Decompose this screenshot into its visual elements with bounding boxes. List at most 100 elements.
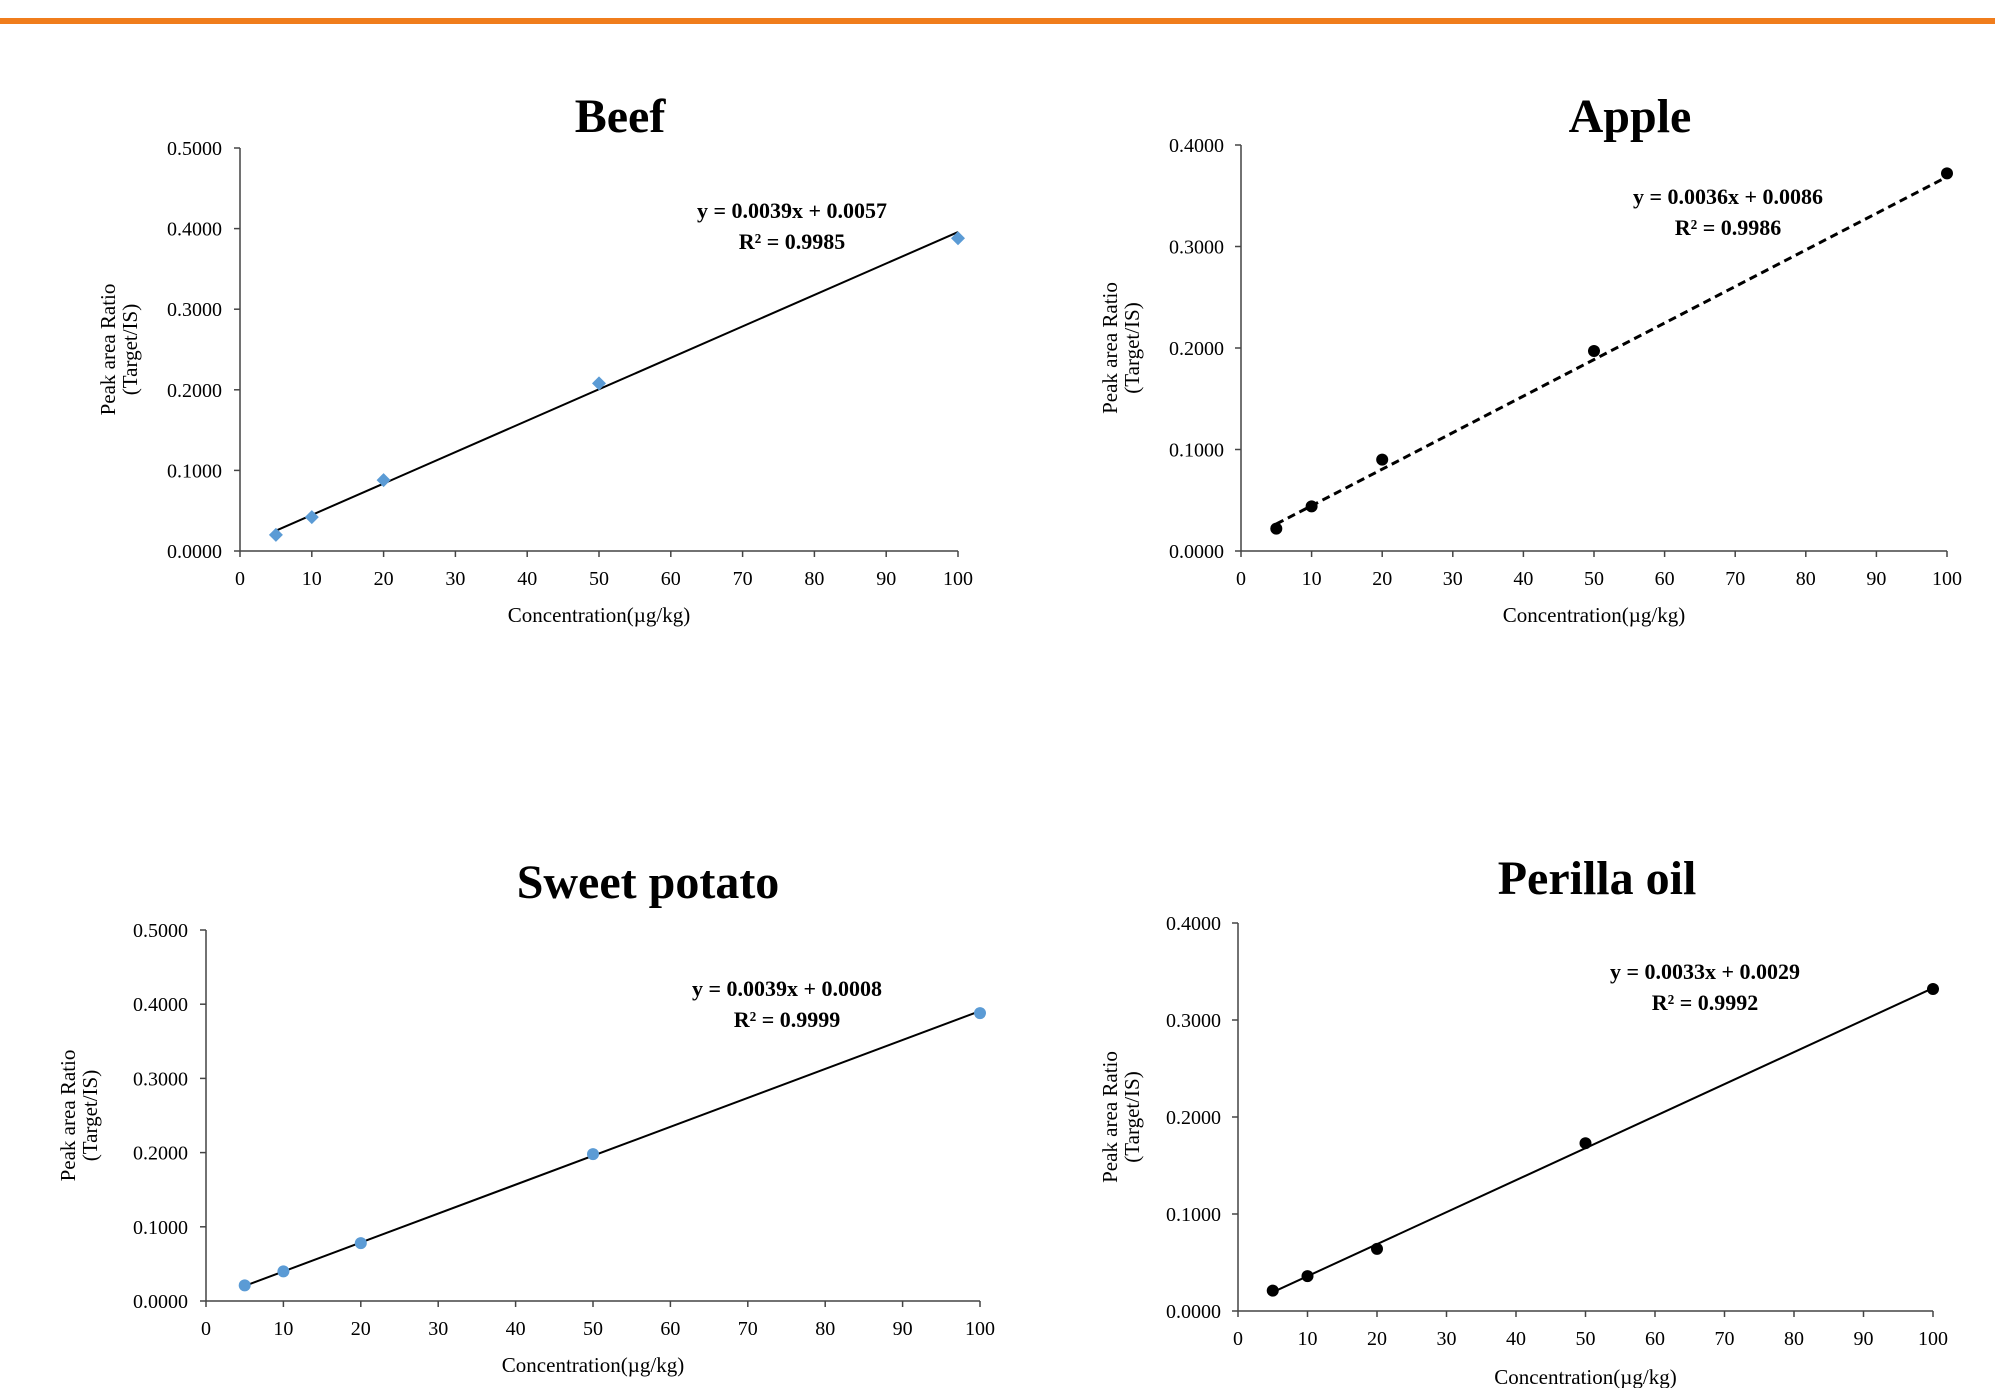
chart-2-title: Apple xyxy=(1569,90,1692,143)
chart-4-r-squared-label: R² = 0.9992 xyxy=(1652,990,1759,1015)
chart-2-data-point xyxy=(1941,167,1953,180)
chart-4-data-point xyxy=(1301,1270,1314,1283)
chart-4-x-tick-label: 0 xyxy=(1233,1328,1243,1350)
chart-4-trendline xyxy=(1272,987,1934,1294)
chart-3-data-point xyxy=(238,1279,251,1292)
chart-2-x-tick-label: 40 xyxy=(1513,568,1533,590)
chart-1-y-tick-label: 0.2000 xyxy=(167,380,222,402)
chart-3-x-tick-label: 70 xyxy=(738,1318,758,1340)
chart-2-r-squared-label: R² = 0.9986 xyxy=(1675,215,1782,240)
chart-2-y-tick-label: 0.3000 xyxy=(1169,237,1224,259)
chart-2-x-tick-label: 30 xyxy=(1443,568,1463,590)
chart-3-title: Sweet potato xyxy=(517,856,780,909)
chart-1-x-tick-label: 40 xyxy=(517,568,537,590)
chart-3-y-tick-label: 0.0000 xyxy=(133,1291,188,1313)
chart-4-x-tick-label: 70 xyxy=(1715,1328,1735,1350)
chart-1-y-tick-label: 0.1000 xyxy=(167,460,222,482)
chart-3-y-axis-label: Peak area Ratio(Target/IS) xyxy=(56,1050,102,1182)
chart-1-x-tick-label: 100 xyxy=(943,568,973,590)
chart-1-y-tick-label: 0.3000 xyxy=(167,299,222,321)
chart-4-equation-label: y = 0.0033x + 0.0029 xyxy=(1610,959,1800,984)
chart-1-x-tick-label: 20 xyxy=(374,568,394,590)
chart-3-data-point xyxy=(277,1265,290,1278)
chart-1-y-tick-label: 0.4000 xyxy=(167,219,222,241)
chart-3-x-tick-label: 80 xyxy=(815,1318,835,1340)
chart-4-x-tick-label: 100 xyxy=(1918,1328,1948,1350)
chart-4-y-axis-label: Peak area Ratio(Target/IS) xyxy=(1098,1051,1144,1183)
chart-2-x-tick-label: 0 xyxy=(1236,568,1246,590)
chart-4-x-tick-label: 30 xyxy=(1437,1328,1457,1350)
chart-2-data-point xyxy=(1270,522,1283,535)
chart-4-x-tick-label: 10 xyxy=(1298,1328,1318,1350)
chart-4-x-axis-label: Concentration(µg/kg) xyxy=(1494,1365,1676,1388)
chart-1-data-point xyxy=(376,473,391,488)
chart-1-x-tick-label: 50 xyxy=(589,568,609,590)
chart-1-equation-label: y = 0.0039x + 0.0057 xyxy=(697,198,887,223)
chart-1-data-point xyxy=(304,510,319,525)
chart-1-data-point xyxy=(951,231,965,246)
chart-2-y-tick-label: 0.0000 xyxy=(1169,541,1224,563)
chart-4-x-tick-label: 50 xyxy=(1576,1328,1596,1350)
chart-4-x-tick-label: 90 xyxy=(1854,1328,1874,1350)
chart-4-data-point xyxy=(1579,1137,1592,1150)
chart-2-x-tick-label: 80 xyxy=(1796,568,1816,590)
chart-2-y-tick-label: 0.4000 xyxy=(1169,135,1224,157)
chart-3-y-tick-label: 0.3000 xyxy=(133,1068,188,1090)
chart-1-x-tick-label: 80 xyxy=(804,568,824,590)
chart-3-x-axis-label: Concentration(µg/kg) xyxy=(502,1353,684,1377)
chart-3-data-point xyxy=(587,1148,599,1161)
chart-3-y-tick-label: 0.1000 xyxy=(133,1217,188,1239)
chart-2-data-point xyxy=(1376,453,1389,466)
chart-2-x-axis-label: Concentration(µg/kg) xyxy=(1503,603,1685,627)
chart-1-x-tick-label: 30 xyxy=(445,568,465,590)
chart-2-y-axis-label: Peak area Ratio(Target/IS) xyxy=(1098,282,1144,414)
chart-1-y-tick-label: 0.5000 xyxy=(167,138,222,160)
chart-3-y-tick-label: 0.4000 xyxy=(133,994,188,1016)
chart-3-x-tick-label: 60 xyxy=(660,1318,680,1340)
chart-4-title: Perilla oil xyxy=(1498,852,1697,905)
chart-1-r-squared-label: R² = 0.9985 xyxy=(739,229,846,254)
chart-1-data-point xyxy=(268,527,283,542)
chart-3-x-tick-label: 100 xyxy=(965,1318,995,1340)
chart-2-equation-label: y = 0.0036x + 0.0086 xyxy=(1633,184,1823,209)
chart-3-x-tick-label: 40 xyxy=(506,1318,526,1340)
chart-4-y-tick-label: 0.0000 xyxy=(1166,1301,1221,1323)
chart-1-x-axis-label: Concentration(µg/kg) xyxy=(508,603,690,627)
chart-4-y-tick-label: 0.4000 xyxy=(1166,913,1221,935)
chart-2-x-tick-label: 50 xyxy=(1584,568,1604,590)
chart-1-x-tick-label: 70 xyxy=(733,568,753,590)
chart-3-y-tick-label: 0.2000 xyxy=(133,1143,188,1165)
chart-3-y-tick-label: 0.5000 xyxy=(133,920,188,942)
chart-1-y-tick-label: 0.0000 xyxy=(167,541,222,563)
chart-1-x-tick-label: 60 xyxy=(661,568,681,590)
chart-2-x-tick-label: 20 xyxy=(1372,568,1392,590)
chart-2-x-tick-label: 10 xyxy=(1302,568,1322,590)
top-accent-rule xyxy=(0,18,1995,24)
chart-3-data-point xyxy=(354,1237,367,1250)
chart-4-y-tick-label: 0.3000 xyxy=(1166,1010,1221,1032)
chart-1-data-point xyxy=(592,376,606,391)
chart-2-y-tick-label: 0.2000 xyxy=(1169,338,1224,360)
chart-1-title: Beef xyxy=(575,90,667,143)
chart-3-r-squared-label: R² = 0.9999 xyxy=(734,1007,841,1032)
chart-3-x-tick-label: 10 xyxy=(273,1318,293,1340)
chart-2-x-tick-label: 90 xyxy=(1866,568,1886,590)
chart-3-data-point xyxy=(974,1007,986,1020)
chart-3-x-tick-label: 50 xyxy=(583,1318,603,1340)
chart-4-data-point xyxy=(1927,982,1939,995)
chart-2-trendline xyxy=(1275,175,1948,526)
chart-1-y-axis-label: Peak area Ratio(Target/IS) xyxy=(96,284,142,416)
chart-2-data-point xyxy=(1305,500,1318,513)
chart-2-x-tick-label: 60 xyxy=(1655,568,1675,590)
chart-2-y-tick-label: 0.1000 xyxy=(1169,440,1224,462)
chart-4-x-tick-label: 40 xyxy=(1506,1328,1526,1350)
chart-1-trendline xyxy=(275,231,959,532)
chart-3-equation-label: y = 0.0039x + 0.0008 xyxy=(692,976,882,1001)
chart-3-x-tick-label: 30 xyxy=(428,1318,448,1340)
chart-4-data-point xyxy=(1266,1284,1279,1297)
chart-2-x-tick-label: 100 xyxy=(1932,568,1962,590)
chart-4-y-tick-label: 0.1000 xyxy=(1166,1204,1221,1226)
chart-2-x-tick-label: 70 xyxy=(1725,568,1745,590)
chart-3-x-tick-label: 20 xyxy=(351,1318,371,1340)
chart-2-data-point xyxy=(1588,345,1600,358)
